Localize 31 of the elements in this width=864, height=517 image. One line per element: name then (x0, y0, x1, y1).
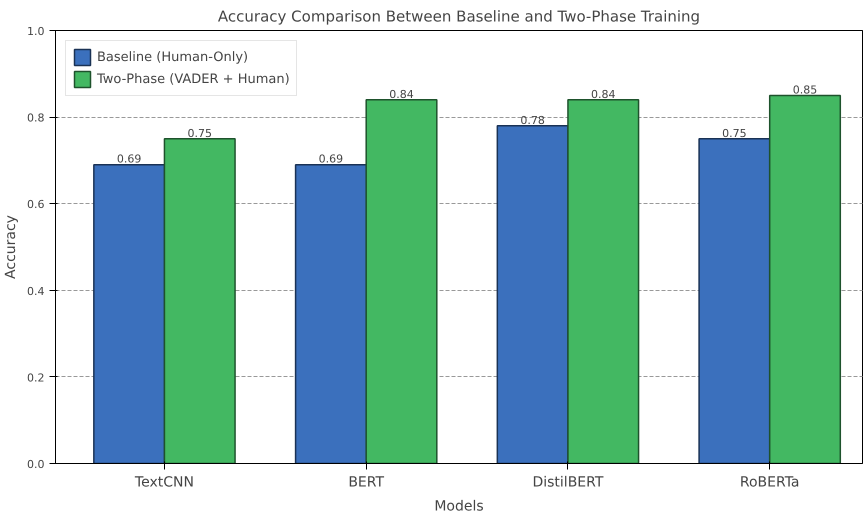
data-label: 0.75 (722, 126, 747, 140)
bar (698, 138, 770, 464)
bar (294, 164, 367, 464)
y-tick-label: 1.0 (27, 25, 45, 38)
data-label: 0.84 (389, 88, 414, 101)
y-axis-title: Accuracy (3, 215, 20, 279)
y-tick-label: 0.2 (27, 371, 45, 384)
bar (365, 99, 438, 464)
data-label: 0.75 (188, 126, 212, 140)
data-label: 0.69 (116, 152, 142, 166)
y-tick-label: 0.0 (27, 458, 45, 471)
data-label: 0.85 (792, 83, 818, 96)
bar (164, 138, 236, 464)
y-tick-label: 0.8 (27, 112, 45, 125)
data-label: 0.84 (591, 88, 616, 101)
bar (567, 99, 640, 464)
legend-label: Baseline (Human-Only) (97, 50, 248, 64)
y-tick-label: 0.4 (27, 284, 45, 298)
x-axis-title: Models (434, 498, 484, 514)
bar (768, 94, 842, 464)
y-tick-label: 0.6 (27, 198, 45, 212)
x-tick-label: BERT (348, 474, 384, 490)
bar (93, 164, 166, 464)
data-label: 0.78 (520, 114, 545, 127)
bar (496, 125, 569, 464)
legend-label: Two-Phase (VADER + Human) (97, 72, 290, 86)
x-tick-label: TextCNN (134, 474, 194, 490)
x-tick-label: RoBERTa (740, 474, 800, 490)
data-label: 0.69 (318, 152, 344, 166)
x-tick-label: DistilBERT (532, 474, 604, 490)
chart-title: Accuracy Comparison Between Baseline and Two-Phase Training (218, 8, 700, 26)
